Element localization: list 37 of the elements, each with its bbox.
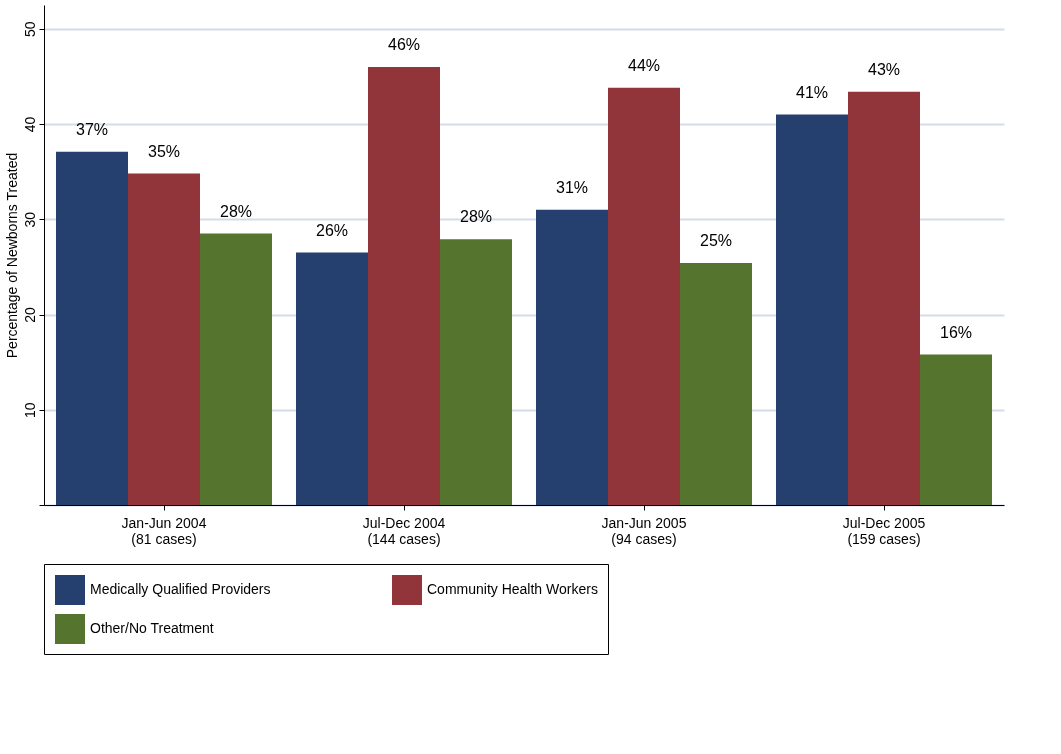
x-tick-label: Jan-Jun 2004 (81 cases): [121, 514, 207, 547]
bar: [680, 263, 752, 505]
x-tick-label: Jan-Jun 2005 (94 cases): [601, 514, 687, 547]
legend-label: Other/No Treatment: [90, 620, 214, 636]
data-label: 28%: [219, 202, 253, 220]
data-label: 37%: [75, 120, 109, 138]
bar: [368, 66, 440, 505]
bar: [128, 173, 200, 505]
x-tick-label: Jul-Dec 2004 (144 cases): [362, 514, 446, 547]
bar: [920, 354, 992, 505]
bar: [536, 209, 608, 505]
data-label: 28%: [459, 208, 493, 226]
y-tick-label: 10: [21, 402, 38, 419]
legend-label: Community Health Workers: [427, 581, 598, 597]
bar: [776, 114, 848, 505]
y-axis-title: Percentage of Newborns Treated: [3, 152, 20, 359]
y-tick-label: 30: [21, 211, 38, 228]
data-label: 25%: [699, 232, 733, 250]
data-label: 43%: [867, 60, 901, 78]
bar: [440, 239, 512, 505]
data-label: 46%: [387, 35, 421, 53]
bar: [848, 91, 920, 505]
y-tick-label: 50: [21, 21, 38, 38]
y-tick-label: 40: [21, 116, 38, 133]
data-label: 31%: [555, 178, 589, 196]
data-label: 35%: [147, 142, 181, 160]
data-label: 26%: [315, 221, 349, 239]
bar: [296, 252, 368, 505]
bar: [200, 233, 272, 505]
x-tick-label: Jul-Dec 2005 (159 cases): [842, 514, 926, 547]
data-label: 41%: [795, 83, 829, 101]
bar: [56, 151, 128, 505]
legend-label: Medically Qualified Providers: [90, 581, 271, 597]
y-tick-label: 20: [21, 307, 38, 323]
data-label: 44%: [627, 56, 661, 74]
bar: [608, 87, 680, 505]
data-label: 16%: [939, 323, 973, 341]
